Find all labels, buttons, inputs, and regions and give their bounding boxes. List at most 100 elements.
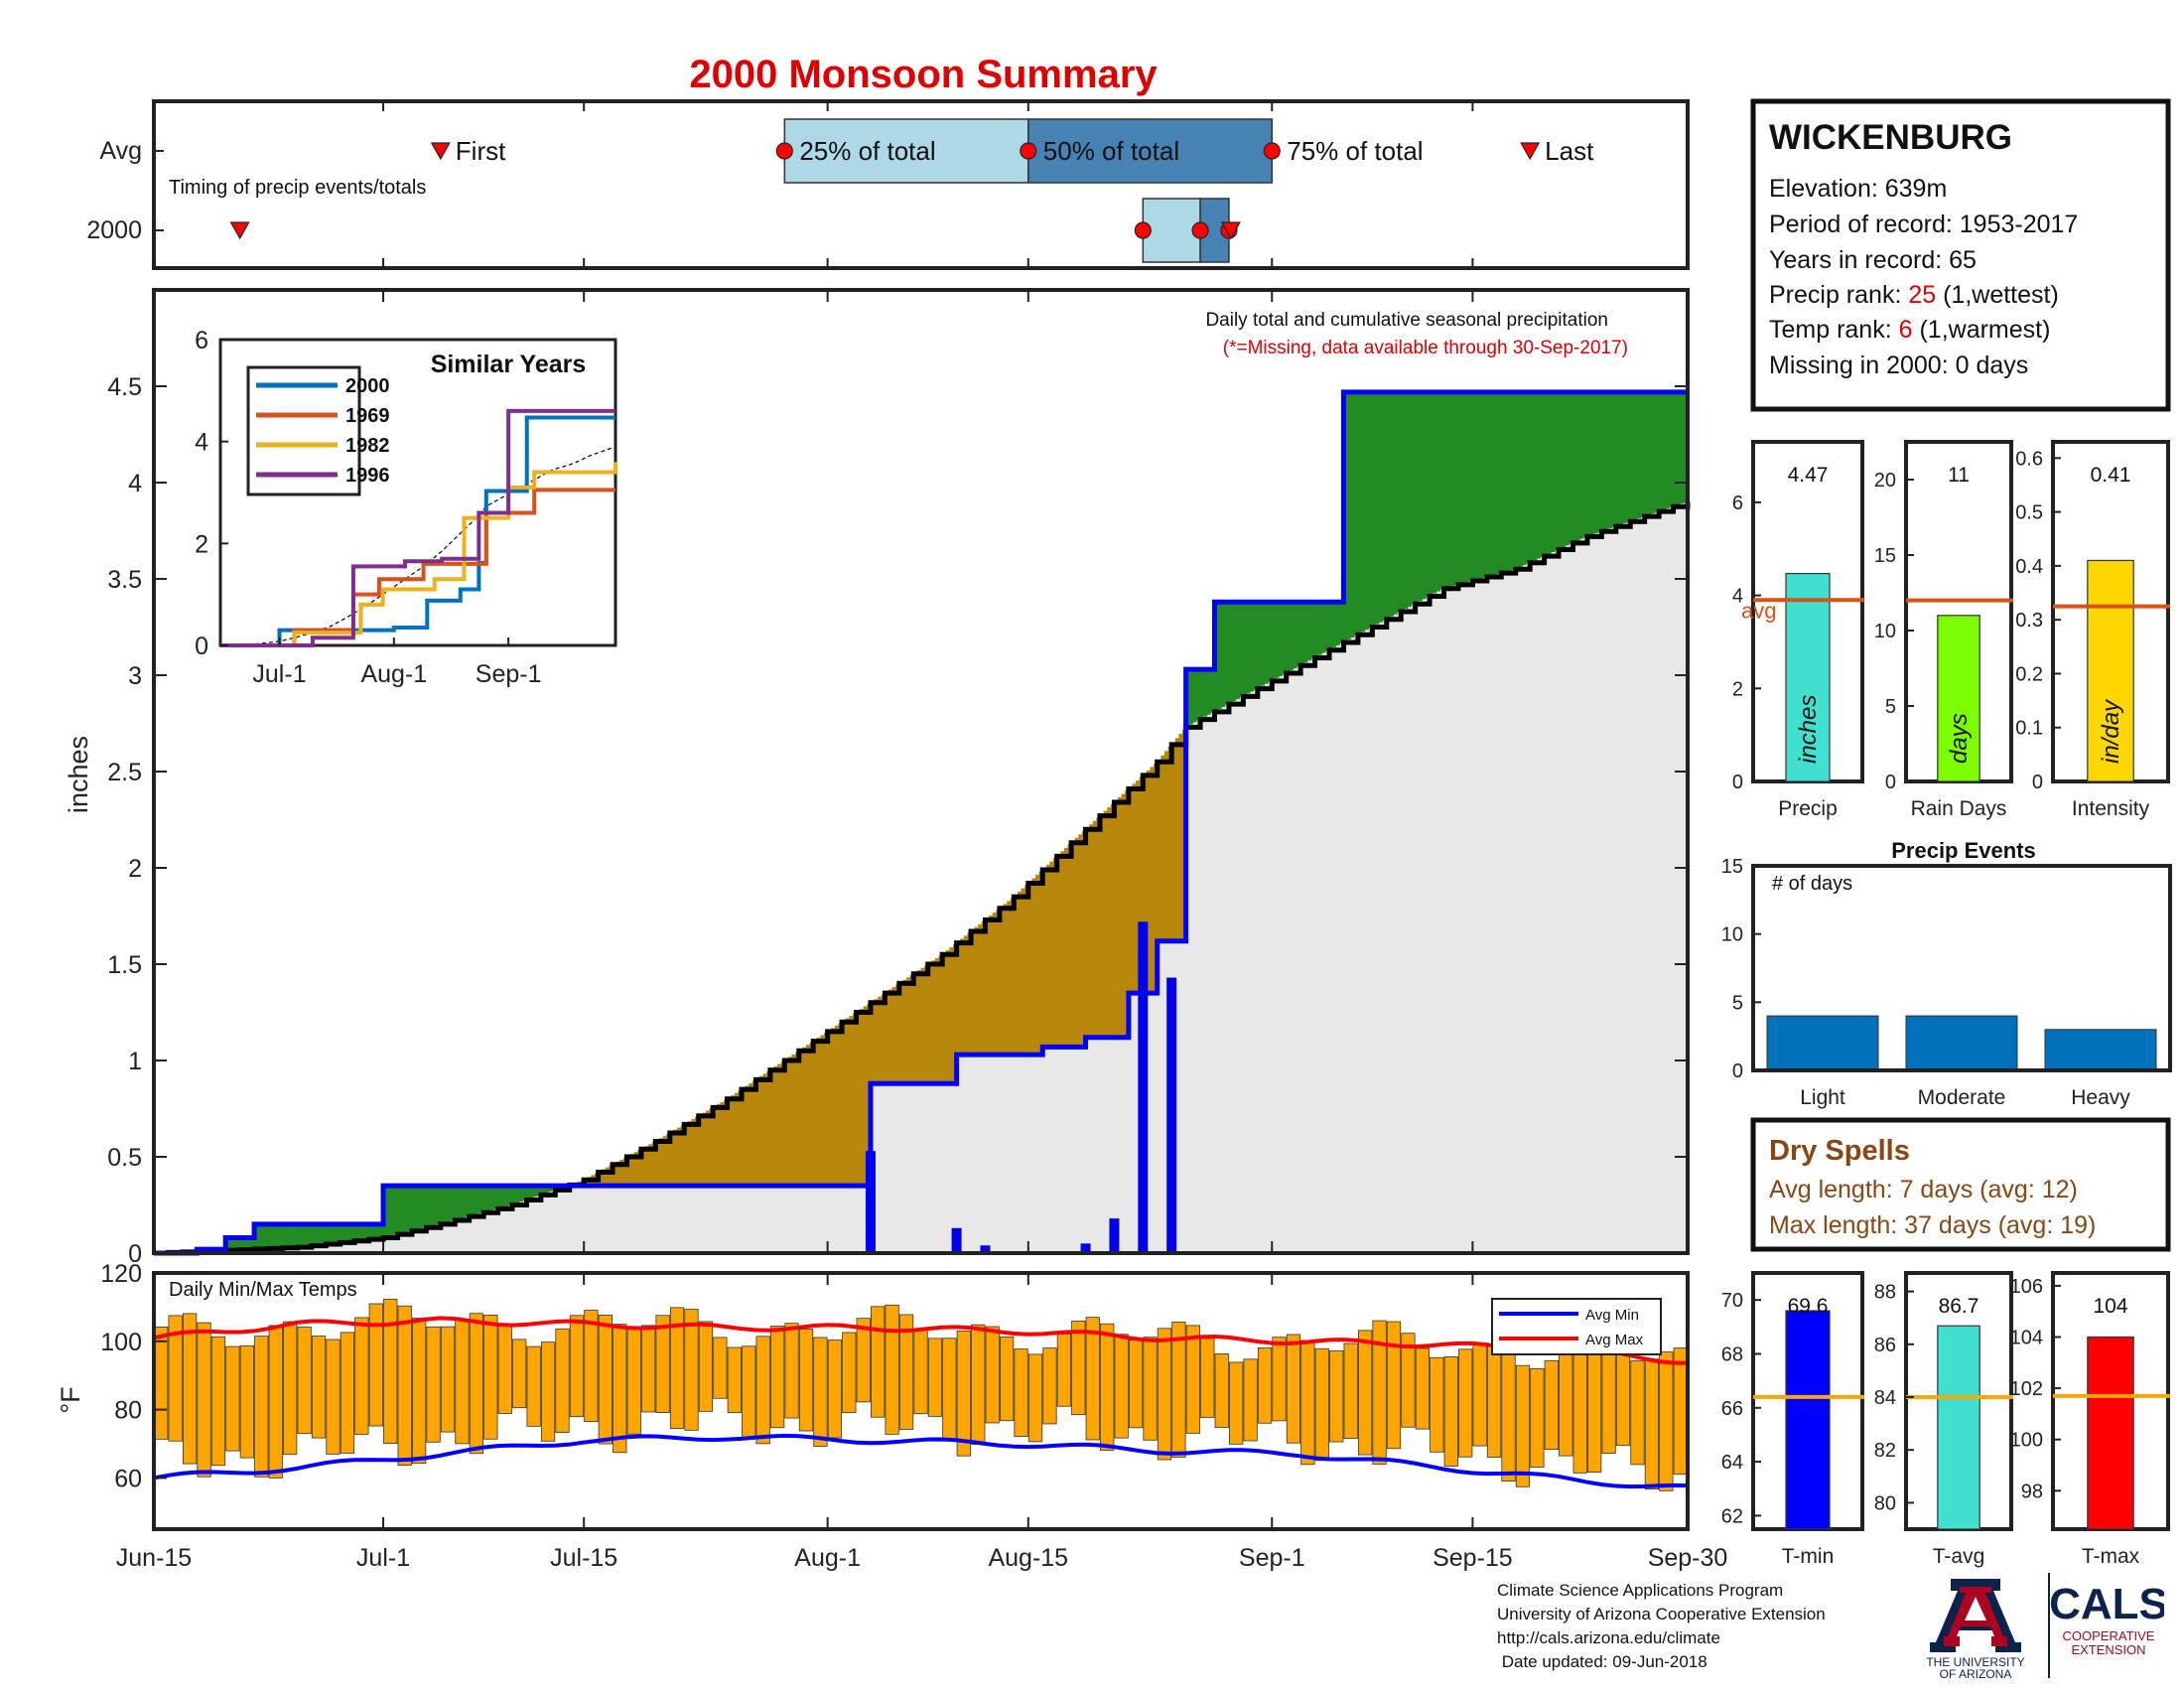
above-avg-fill <box>1669 391 1675 507</box>
below-avg-fill <box>842 1020 847 1187</box>
daily-temp-bar <box>210 1336 226 1467</box>
cumulative-base-fill <box>895 1083 900 1253</box>
events-bar <box>2044 1029 2157 1071</box>
above-avg-fill <box>1307 602 1312 661</box>
above-avg-fill <box>236 1237 241 1250</box>
cumulative-base-fill <box>1519 566 1524 1253</box>
above-avg-fill <box>1637 391 1642 519</box>
cumulative-base-fill <box>1336 644 1341 1253</box>
cumulative-base-fill <box>1293 668 1298 1253</box>
stat-ytick-label: 98 <box>2021 1481 2043 1502</box>
cumulative-base-fill <box>1623 523 1628 1253</box>
cumulative-base-fill <box>544 1193 549 1253</box>
stat-bar <box>1937 1325 1980 1530</box>
stat-ytick-label: 66 <box>1721 1398 1743 1420</box>
above-avg-fill <box>1189 669 1194 725</box>
below-avg-fill <box>1121 793 1126 1038</box>
cumulative-base-fill <box>1189 724 1194 1253</box>
cumulative-base-fill <box>1540 556 1546 1253</box>
cumulative-base-fill <box>1390 616 1395 1253</box>
below-avg-fill <box>677 1127 682 1187</box>
station-missing: Missing in 2000: 0 days <box>1769 352 2028 379</box>
cumulative-base-fill <box>566 1186 571 1253</box>
above-avg-fill <box>1422 391 1428 600</box>
cumulative-base-fill <box>411 1230 417 1253</box>
above-avg-fill <box>1486 391 1492 577</box>
cumulative-base-fill <box>522 1200 528 1253</box>
cumulative-base-fill <box>1067 1047 1072 1253</box>
stat-ytick-label: 0 <box>1732 772 1743 793</box>
cumulative-base-fill <box>1038 1055 1043 1253</box>
cumulative-base-fill <box>1114 1037 1119 1253</box>
above-avg-fill <box>1548 391 1553 554</box>
daily-temp-bar <box>584 1310 599 1423</box>
avg-p50-label: 50% of total <box>1043 136 1179 166</box>
cumulative-base-fill <box>1447 587 1452 1253</box>
above-avg-fill <box>319 1223 324 1245</box>
footer-url[interactable]: http://cals.arizona.edu/climate <box>1497 1628 1720 1647</box>
inset-ytick-label: 2 <box>195 530 208 558</box>
below-avg-fill <box>698 1114 703 1187</box>
cumulative-base-fill <box>1508 570 1513 1253</box>
above-avg-fill <box>497 1186 502 1208</box>
cumulative-base-fill <box>1099 1037 1105 1253</box>
precip-ytick-label: 2 <box>128 855 142 883</box>
above-avg-fill <box>519 1186 524 1202</box>
above-avg-fill <box>1673 391 1678 506</box>
precip-ytick-label: 2.5 <box>107 759 142 786</box>
cumulative-base-fill <box>1182 940 1187 1253</box>
above-avg-fill <box>1332 602 1337 647</box>
below-avg-fill <box>687 1121 693 1187</box>
cumulative-base-fill <box>379 1237 384 1253</box>
daily-temp-bar <box>727 1346 742 1413</box>
events-ytick-label: 5 <box>1732 992 1743 1014</box>
above-avg-fill <box>322 1223 327 1245</box>
below-avg-fill <box>755 1078 760 1187</box>
cumulative-base-fill <box>1422 599 1428 1253</box>
cumulative-base-fill <box>745 1186 750 1253</box>
above-avg-fill <box>1415 391 1420 604</box>
cumulative-base-fill <box>440 1223 445 1253</box>
cumulative-base-fill <box>1454 585 1459 1253</box>
above-avg-fill <box>1393 391 1399 615</box>
daily-temp-bar <box>1430 1356 1444 1453</box>
above-avg-fill <box>1572 391 1577 543</box>
below-avg-fill <box>813 1040 818 1187</box>
cumulative-base-fill <box>422 1227 427 1253</box>
inset-ytick-label: 6 <box>195 327 208 354</box>
cumulative-base-fill <box>1397 612 1402 1253</box>
cumulative-base-fill <box>992 1055 997 1253</box>
cumulative-base-fill <box>658 1186 664 1253</box>
cumulative-base-fill <box>1436 591 1441 1253</box>
cumulative-base-fill <box>648 1186 653 1253</box>
below-avg-fill <box>1056 854 1061 1048</box>
cumulative-base-fill <box>1103 1037 1108 1253</box>
cumulative-base-fill <box>1243 695 1248 1253</box>
cumulative-base-fill <box>1476 579 1481 1253</box>
cumulative-base-fill <box>878 1083 883 1253</box>
stat-xlabel: Rain Days <box>1911 797 2007 820</box>
above-avg-fill <box>1225 602 1230 706</box>
daily-temp-bar <box>1042 1347 1057 1425</box>
cumulative-base-fill <box>845 1186 850 1253</box>
below-avg-fill <box>705 1110 711 1187</box>
date-tick-label: Jul-15 <box>550 1544 617 1572</box>
inset-series-1982 <box>220 462 617 647</box>
above-avg-fill <box>1512 391 1517 570</box>
daily-temp-bar <box>1200 1338 1215 1418</box>
cumulative-base-fill <box>1412 605 1417 1253</box>
cumulative-base-fill <box>1673 505 1678 1253</box>
precip-ytick-label: 1 <box>128 1048 142 1075</box>
cumulative-base-fill <box>874 1083 879 1253</box>
stat-chart-rain-days: 11 days 0 5 10 15 20 Rain Days <box>1874 440 2013 820</box>
cumulative-base-fill <box>1218 708 1223 1253</box>
above-avg-fill <box>1336 602 1341 645</box>
events-note: # of days <box>1772 873 1852 895</box>
cumulative-base-fill <box>1210 712 1216 1253</box>
below-avg-fill <box>967 932 972 1056</box>
daily-temp-bar <box>368 1303 383 1427</box>
cumulative-base-fill <box>1031 1055 1036 1253</box>
cumulative-base-fill <box>301 1246 306 1253</box>
below-avg-fill <box>938 955 943 1084</box>
avg-p75-marker <box>1263 142 1281 160</box>
